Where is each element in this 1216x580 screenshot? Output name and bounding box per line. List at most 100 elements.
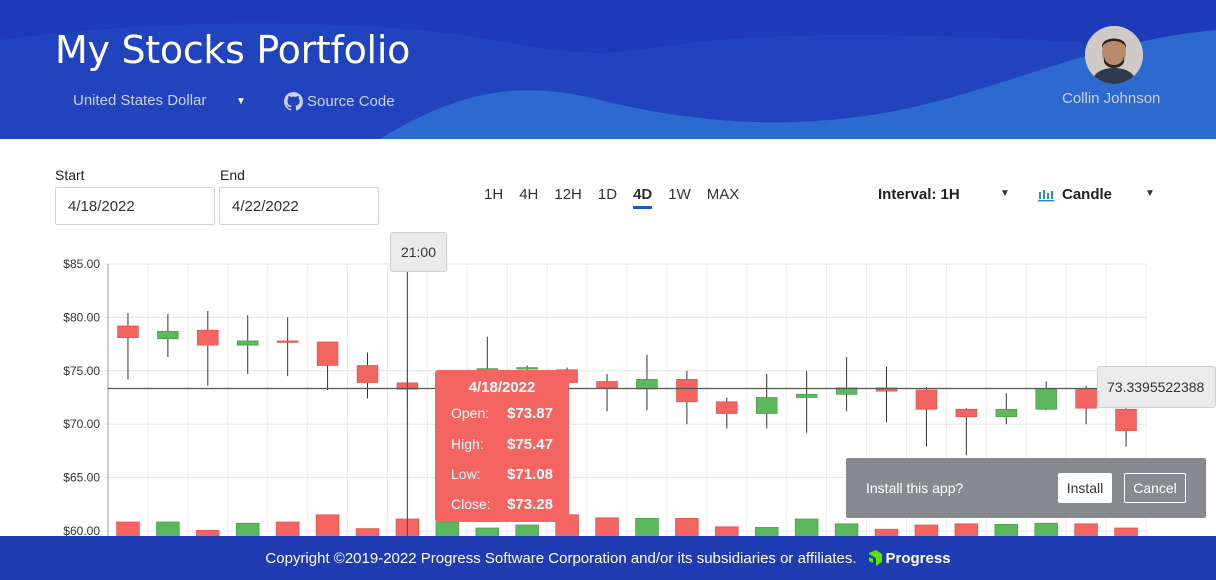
avatar[interactable] (1085, 26, 1143, 84)
volume-bar (515, 524, 539, 536)
volume-bar (595, 517, 619, 536)
volume-bar (715, 526, 739, 536)
chevron-down-icon[interactable]: ▼ (1000, 188, 1010, 199)
candle-body (636, 378, 658, 390)
candle-body (995, 408, 1017, 418)
range-tab-1w[interactable]: 1W (668, 186, 691, 203)
volume-bar (635, 518, 659, 536)
volume-bar (834, 523, 859, 536)
candle-body (756, 397, 778, 414)
tooltip-low-label: Low: (451, 466, 481, 482)
candle-body (276, 340, 299, 343)
range-tab-12h[interactable]: 12H (554, 186, 582, 203)
volume-bar (156, 521, 180, 536)
candle-body (716, 401, 738, 414)
volume-bar (475, 527, 499, 536)
range-tab-max[interactable]: MAX (706, 186, 740, 203)
crosshair-value-label: 73.3395522388 (1097, 366, 1216, 408)
interval-select[interactable]: Interval: 1H (878, 186, 960, 203)
candle-body (197, 329, 219, 346)
start-label: Start (55, 167, 85, 183)
progress-logo[interactable]: Progress (867, 550, 951, 567)
range-selector: 1H 4H 12H 1D 4D 1W MAX (484, 186, 755, 209)
candle-body (356, 365, 379, 383)
volume-bar (755, 527, 779, 536)
source-code-label: Source Code (307, 93, 395, 110)
install-button[interactable]: Install (1058, 473, 1112, 503)
chart-type-select[interactable]: Candle (1038, 186, 1112, 203)
candle-body (157, 330, 179, 340)
range-tab-1d[interactable]: 1D (597, 186, 618, 203)
copyright-text: Copyright ©2019-2022 Progress Software C… (265, 549, 857, 567)
footer: Copyright ©2019-2022 Progress Software C… (0, 536, 1216, 580)
volume-bar (1114, 527, 1138, 536)
candle-body (1035, 388, 1057, 410)
candle-body (875, 387, 898, 392)
tooltip-high-label: High: (451, 436, 484, 452)
candle-body (316, 341, 339, 366)
y-tick-label: $75.00 (63, 364, 100, 378)
volume-bar (675, 518, 699, 536)
tooltip-low-value: $71.08 (507, 466, 553, 483)
volume-bar (1074, 523, 1098, 536)
chevron-down-icon[interactable]: ▼ (1145, 188, 1155, 199)
volume-bar (315, 514, 340, 536)
source-code-link[interactable]: Source Code (284, 92, 395, 111)
y-tick-label: $65.00 (63, 471, 100, 485)
candle-body (1115, 408, 1137, 431)
candle-body (1075, 388, 1097, 409)
volume-bar (1034, 522, 1058, 536)
volume-bar (794, 518, 819, 536)
candle-body (835, 387, 858, 395)
chart-type-label: Candle (1062, 186, 1113, 203)
candle-chart-icon (1038, 189, 1054, 201)
install-prompt-text: Install this app? (866, 480, 964, 496)
app-title: My Stocks Portfolio (55, 28, 411, 72)
range-tab-1h[interactable]: 1H (484, 186, 504, 203)
volume-bar (116, 521, 140, 536)
end-label: End (220, 167, 245, 183)
y-tick-label: $80.00 (63, 310, 100, 324)
volume-bar (874, 528, 899, 536)
candle-body (795, 393, 818, 398)
volume-bar (275, 521, 300, 536)
tooltip-date: 4/18/2022 (468, 379, 536, 396)
install-prompt: Install this app? Install Cancel (846, 458, 1206, 518)
chevron-down-icon[interactable]: ▼ (236, 96, 246, 107)
header-background (0, 23, 1216, 139)
tooltip-open-label: Open: (451, 405, 490, 421)
candle-body (676, 378, 698, 403)
crosshair-time-label: 21:00 (390, 232, 447, 272)
tooltip-close-value: $73.28 (507, 496, 553, 513)
y-tick-label: $85.00 (63, 257, 100, 271)
candle-body (237, 340, 259, 346)
y-tick-label: $60.00 (63, 524, 100, 536)
volume-bar (196, 530, 220, 536)
y-tick-label: $70.00 (63, 417, 100, 431)
start-date-input[interactable]: 4/18/2022 (55, 187, 215, 225)
user-name: Collin Johnson (1062, 90, 1161, 107)
range-tab-4h[interactable]: 4H (519, 186, 539, 203)
cancel-button[interactable]: Cancel (1124, 473, 1186, 503)
candle-body (915, 389, 938, 410)
volume-bar (355, 528, 380, 536)
volume-bar (914, 524, 939, 536)
candle-body (596, 381, 618, 389)
candle-body (117, 325, 139, 339)
currency-select[interactable]: United States Dollar (73, 92, 207, 109)
volume-bar (994, 524, 1018, 536)
candle-body (516, 367, 538, 370)
tooltip-open-value: $73.87 (507, 405, 553, 422)
tooltip-high-value: $75.47 (507, 436, 553, 453)
tooltip-close-label: Close: (451, 496, 491, 512)
progress-logo-icon (868, 550, 882, 566)
candle-body (955, 408, 978, 418)
volume-bar (954, 523, 979, 536)
github-icon (284, 92, 303, 111)
user-photo (1085, 26, 1143, 84)
volume-bar (435, 521, 460, 536)
candle-tooltip: 4/18/2022 Open: $73.87 High: $75.47 Low: $7… (435, 370, 569, 522)
progress-logo-text: Progress (885, 549, 951, 567)
range-tab-4d[interactable]: 4D (633, 186, 653, 209)
end-date-input[interactable]: 4/22/2022 (219, 187, 379, 225)
